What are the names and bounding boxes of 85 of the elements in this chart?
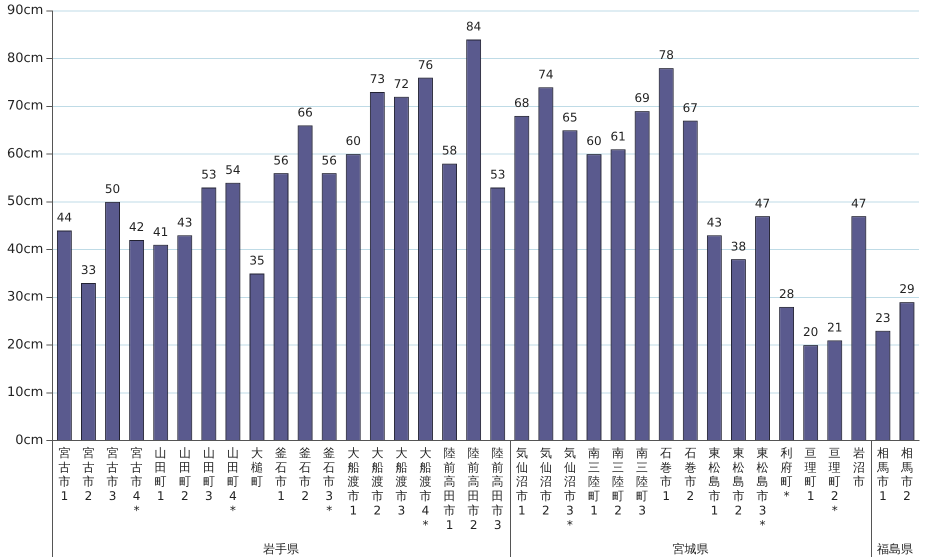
data-label: 84 — [466, 20, 482, 34]
data-label: 47 — [851, 196, 866, 210]
x-tick-label: 利府町* — [780, 446, 793, 504]
x-tick-label: 気仙沼市2 — [540, 446, 552, 518]
x-tick-label: 山田町2 — [178, 446, 191, 504]
x-tick-label: 東松島市3* — [756, 446, 769, 532]
data-label: 78 — [658, 48, 674, 62]
data-label: 61 — [610, 129, 626, 144]
data-label: 76 — [418, 58, 434, 72]
data-label: 60 — [586, 134, 602, 148]
data-label: 28 — [778, 287, 794, 302]
data-label: 53 — [201, 168, 216, 182]
x-tick-label: 相馬市2 — [900, 446, 913, 504]
x-tick-label: 石巻市1 — [660, 446, 672, 504]
data-label: 20 — [803, 325, 818, 340]
x-tick-label: 岩沼市 — [852, 446, 865, 489]
data-label: 73 — [370, 72, 385, 86]
y-tick-label: 0cm — [15, 432, 44, 448]
y-tick-label: 70cm — [6, 98, 44, 114]
x-tick-label: 釜石市2 — [299, 446, 312, 504]
x-tick-label: 南三陸町3 — [636, 446, 648, 518]
x-tick-label: 大槌町 — [250, 446, 263, 489]
y-tick-label: 50cm — [6, 194, 44, 210]
x-tick-label: 亘理町2* — [828, 446, 841, 518]
data-label: 43 — [177, 215, 192, 230]
text: 岩手県 — [263, 542, 300, 556]
data-label: 74 — [538, 67, 554, 82]
data-label: 38 — [730, 239, 746, 254]
x-tick-label: 南三陸町2 — [612, 446, 624, 518]
x-tick-label: 大船渡市4* — [419, 446, 432, 532]
y-tick-label: 20cm — [6, 337, 44, 352]
data-label: 47 — [754, 196, 770, 210]
x-tick-label: 亘理町1 — [804, 446, 817, 504]
x-tick-label: 東松島市1 — [708, 446, 720, 518]
x-tick-label: 釜石市3* — [323, 446, 336, 518]
x-tick-label: 宮古市1 — [58, 446, 70, 504]
x-tick-label: 石巻市2 — [684, 446, 696, 504]
data-label: 50 — [104, 182, 120, 196]
y-tick-label: 30cm — [6, 290, 44, 305]
x-tick-label: 宮古市3 — [106, 446, 119, 504]
x-tick-label: 陸前高田市2 — [468, 446, 480, 532]
data-label: 68 — [514, 96, 530, 110]
x-tick-label: 山田町1 — [154, 446, 167, 504]
x-tick-label: 気仙沼市1 — [516, 446, 528, 518]
data-label: 72 — [394, 76, 410, 91]
data-label: 67 — [682, 100, 698, 115]
x-tick-label: 相馬市1 — [876, 446, 889, 504]
x-tick-label: 大船渡市1 — [347, 446, 360, 518]
data-label: 54 — [225, 162, 241, 177]
x-tick-label: 東松島市2 — [732, 446, 744, 518]
data-label: 58 — [442, 144, 458, 158]
data-label: 41 — [153, 224, 168, 239]
data-label: 29 — [899, 282, 915, 296]
data-label: 23 — [875, 310, 891, 325]
data-label: 69 — [634, 91, 650, 106]
x-tick-label: 大船渡市2 — [371, 446, 384, 518]
x-tick-label: 大船渡市3 — [395, 446, 408, 518]
x-tick-label: 山田町3 — [202, 446, 215, 504]
x-tick-label: 宮古市4* — [130, 446, 143, 518]
data-label: 33 — [80, 263, 96, 278]
data-label: 60 — [346, 134, 361, 148]
y-tick-label: 90cm — [6, 3, 44, 18]
data-label: 43 — [706, 215, 722, 230]
data-label: 56 — [273, 153, 289, 168]
y-tick-label: 40cm — [6, 242, 44, 257]
y-tick-label: 10cm — [6, 385, 44, 400]
x-tick-label: 釜石市1 — [275, 446, 288, 504]
data-label: 42 — [128, 220, 144, 234]
y-tick-label: 60cm — [6, 146, 44, 162]
data-label: 65 — [562, 110, 578, 124]
x-tick-label: 陸前高田市1 — [444, 446, 456, 532]
x-tick-label: 南三陸町1 — [588, 446, 600, 518]
x-tick-label: 陸前高田市3 — [492, 446, 504, 532]
x-tick-label: 山田町4* — [226, 446, 239, 518]
data-label: 35 — [249, 254, 265, 268]
text: 宮城県 — [672, 542, 708, 556]
data-label: 66 — [297, 106, 313, 120]
data-label: 21 — [827, 320, 842, 334]
x-tick-label: 宮古市2 — [82, 446, 94, 504]
data-label: 56 — [322, 153, 337, 168]
data-label: 53 — [490, 168, 506, 182]
data-label: 44 — [56, 210, 72, 225]
y-tick-label: 80cm — [6, 50, 44, 66]
text: 福島県 — [876, 542, 913, 556]
x-tick-label: 気仙沼市3* — [564, 446, 576, 532]
